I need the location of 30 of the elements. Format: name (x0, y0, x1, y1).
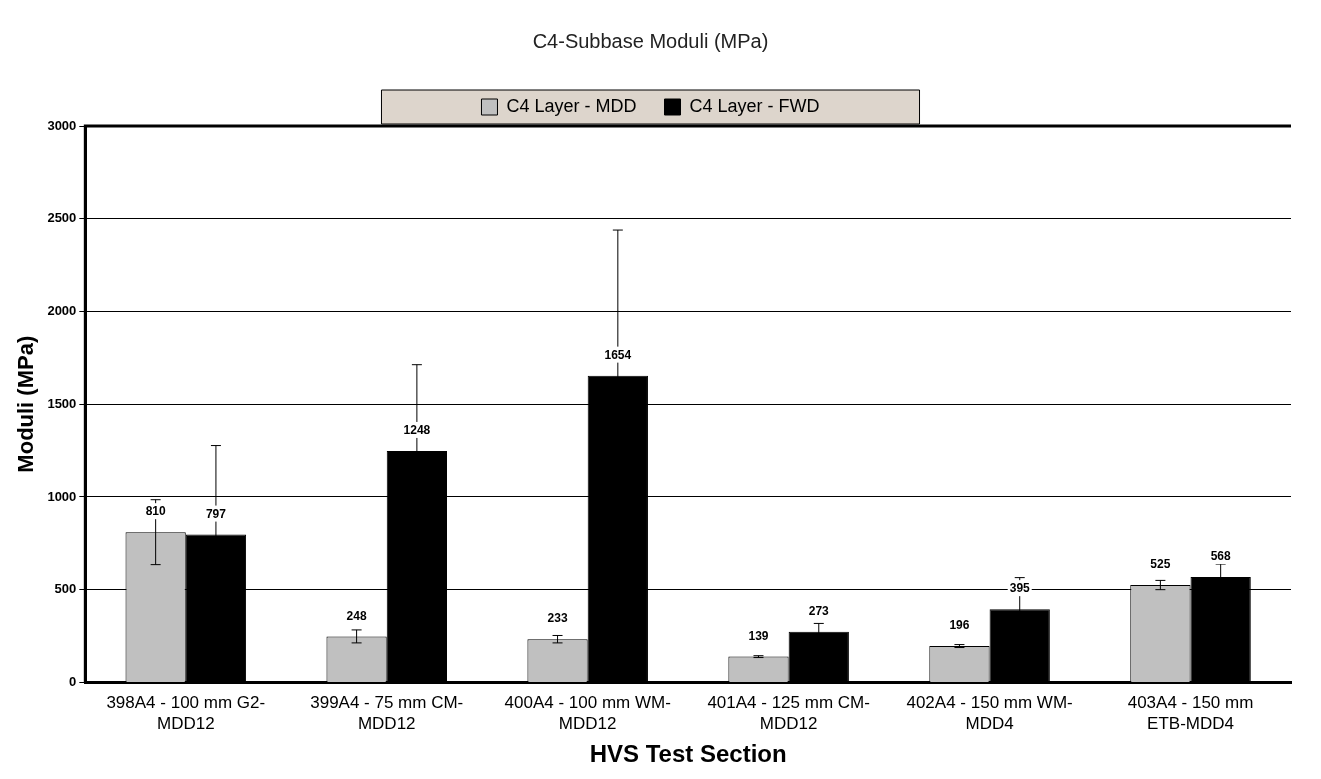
x-tick-label: 401A4 - 125 mm CM-MDD12 (707, 693, 870, 733)
x-tick-label: 399A4 - 75 mm CM-MDD12 (310, 693, 464, 733)
x-tick-label: 402A4 - 150 mm WM-MDD4 (906, 693, 1073, 733)
data-label: 810 (145, 504, 166, 519)
y-tick-label: 3000 (47, 117, 77, 133)
data-label: 1654 (604, 347, 632, 362)
data-label: 525 (1150, 557, 1171, 572)
y-tick-label: 0 (69, 673, 77, 689)
legend-label: C4 Layer - MDD (506, 95, 637, 116)
y-tick-label: 2500 (47, 210, 77, 226)
legend-label: C4 Layer - FWD (689, 95, 820, 116)
data-label: 797 (205, 506, 227, 521)
data-label: 196 (949, 618, 970, 633)
data-label: 139 (748, 628, 769, 643)
y-tick-label: 1500 (47, 395, 77, 411)
x-tick-label: 400A4 - 100 mm WM-MDD12 (504, 693, 671, 733)
data-label: 273 (808, 604, 830, 619)
data-label: 1248 (403, 423, 431, 438)
x-axis-title: HVS Test Section (589, 740, 787, 768)
data-label: 233 (547, 611, 568, 626)
data-label: 395 (1009, 581, 1031, 596)
y-tick-label: 500 (54, 581, 77, 597)
y-tick-label: 2000 (47, 303, 77, 319)
y-axis-title: Moduli (MPa) (13, 335, 39, 473)
x-tick-label: 398A4 - 100 mm G2-MDD12 (106, 693, 266, 733)
data-label: 248 (346, 608, 367, 623)
chart-title: C4-Subbase Moduli (MPa) (532, 29, 769, 52)
data-label: 568 (1210, 549, 1231, 564)
y-tick-label: 1000 (47, 488, 77, 504)
x-tick-label: 403A4 - 150 mm ETB-MDD4 (1127, 693, 1254, 733)
